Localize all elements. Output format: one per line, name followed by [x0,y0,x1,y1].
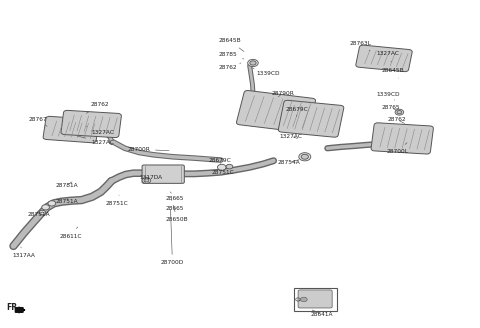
FancyBboxPatch shape [142,165,184,183]
FancyBboxPatch shape [371,123,433,154]
FancyBboxPatch shape [356,45,412,72]
Text: 28645B: 28645B [382,68,404,78]
Text: 1327AC: 1327AC [77,136,114,145]
Ellipse shape [296,298,300,301]
Text: 28751A: 28751A [55,198,78,204]
Text: 1339CD: 1339CD [377,92,400,100]
Ellipse shape [397,111,402,114]
Text: 28781A: 28781A [55,182,78,188]
FancyBboxPatch shape [61,111,121,137]
Text: 28700D: 28700D [161,209,184,265]
Text: 28700L: 28700L [386,143,408,154]
FancyBboxPatch shape [43,116,99,143]
Ellipse shape [144,179,149,182]
Ellipse shape [226,164,233,169]
Text: 28762: 28762 [86,102,109,113]
Text: 1327AC: 1327AC [279,133,302,139]
Text: 28765: 28765 [382,105,400,110]
Text: 28751A: 28751A [28,212,50,217]
Ellipse shape [301,154,309,159]
Text: 1317DA: 1317DA [139,174,162,180]
Text: 28650B: 28650B [166,205,188,222]
Text: 28645B: 28645B [218,38,244,51]
Text: 28700R: 28700R [127,147,169,152]
Text: 1327AC: 1327AC [86,126,114,135]
FancyBboxPatch shape [278,100,344,137]
Ellipse shape [48,201,56,206]
Ellipse shape [42,205,49,210]
Text: 1339CD: 1339CD [252,68,280,76]
Text: 28790R: 28790R [271,91,294,97]
Polygon shape [15,308,23,312]
Ellipse shape [142,177,151,183]
Text: 28762: 28762 [388,117,407,123]
Text: 28767: 28767 [29,117,48,126]
Ellipse shape [299,153,311,161]
Text: 28763L: 28763L [349,41,372,51]
Ellipse shape [250,61,256,65]
Ellipse shape [300,297,307,302]
Text: 28762: 28762 [218,63,241,70]
Text: 28679C: 28679C [286,107,308,116]
Text: 1317AA: 1317AA [12,247,35,258]
Text: a: a [297,297,300,302]
Text: 28611C: 28611C [60,227,83,239]
Text: 1327AC: 1327AC [377,51,400,62]
Ellipse shape [248,59,258,67]
Text: 28665: 28665 [166,199,184,211]
Text: 28751C: 28751C [211,170,234,175]
Text: 28751C: 28751C [106,195,128,206]
Text: 28665: 28665 [166,192,184,201]
Text: 28641A: 28641A [311,310,334,317]
Ellipse shape [39,210,46,215]
FancyBboxPatch shape [237,91,315,133]
Ellipse shape [395,109,404,115]
Text: 28679C: 28679C [209,158,231,164]
Text: FR: FR [6,303,17,312]
FancyBboxPatch shape [298,290,332,308]
Text: 28754A: 28754A [277,160,300,165]
Text: 28785: 28785 [218,51,244,59]
FancyBboxPatch shape [294,288,337,311]
Ellipse shape [217,164,226,170]
